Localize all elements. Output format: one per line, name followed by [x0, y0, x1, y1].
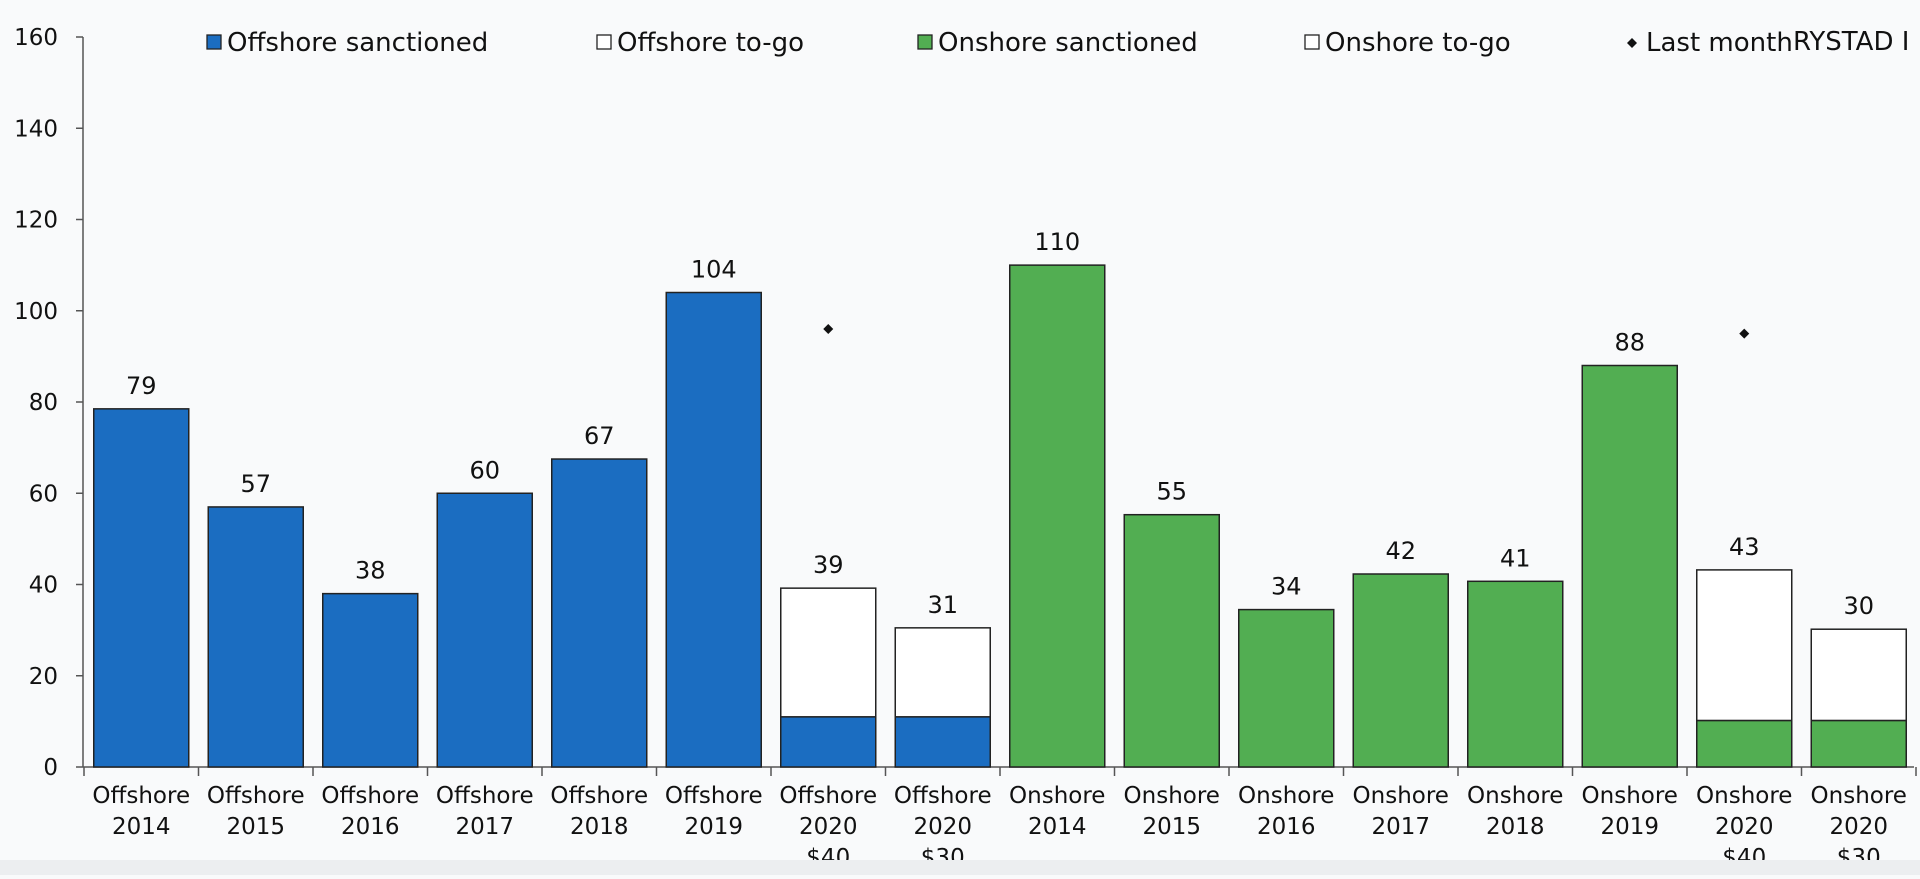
onshore-to-go-bar	[1696, 569, 1793, 722]
offshore-sanctioned-bar	[665, 291, 762, 768]
onshore-to-go-bar	[1810, 628, 1907, 722]
offshore-to-go-bar	[894, 627, 991, 718]
x-tick-label: 2014	[112, 814, 171, 840]
offshore-to-go-bar	[780, 587, 877, 718]
onshore-sanctioned-bar	[1238, 608, 1335, 768]
x-tick-label: Onshore	[1353, 783, 1449, 809]
onshore-sanctioned-bar	[1467, 580, 1564, 768]
y-tick-label: 20	[29, 664, 58, 690]
legend-label-onshore-sanctioned: Onshore sanctioned	[938, 28, 1198, 58]
data-label: 38	[355, 557, 386, 585]
x-tick-label: 2018	[570, 814, 629, 840]
bottom-strip	[0, 860, 1920, 875]
y-tick-label: 80	[29, 390, 58, 416]
legend-label-offshore-to-go: Offshore to-go	[617, 28, 804, 58]
x-tick-label: Offshore	[207, 783, 305, 809]
x-tick-label: Offshore	[436, 783, 534, 809]
x-tick-label: 2017	[455, 814, 514, 840]
offshore-sanctioned-bar	[436, 492, 533, 768]
x-tick-label: 2016	[341, 814, 400, 840]
x-tick-label: Offshore	[894, 783, 992, 809]
y-tick-label: 120	[14, 208, 58, 234]
watermark-text: RYSTAD I	[1793, 27, 1909, 57]
y-tick-label: 60	[29, 481, 58, 507]
x-tick-label: Offshore	[321, 783, 419, 809]
x-tick-label: 2018	[1486, 814, 1545, 840]
legend-label-last-month: Last month	[1646, 28, 1793, 58]
last-month-marker	[823, 324, 834, 334]
y-tick-label: 160	[14, 25, 58, 51]
offshore-sanctioned-bar	[894, 716, 991, 768]
data-label: 34	[1271, 573, 1302, 601]
data-label: 110	[1034, 228, 1080, 256]
onshore-sanctioned-bar	[1581, 364, 1678, 768]
y-tick-label: 100	[14, 299, 58, 325]
x-tick-label: 2020	[799, 814, 858, 840]
legend-swatch-onshore-to-go	[1304, 34, 1320, 50]
onshore-sanctioned-bar	[1810, 719, 1907, 768]
x-tick-label: 2020	[1715, 814, 1774, 840]
x-tick-label: Onshore	[1124, 783, 1220, 809]
x-tick-label: 2020	[913, 814, 972, 840]
x-tick-label: Onshore	[1582, 783, 1678, 809]
legend-swatch-offshore-sanctioned	[206, 34, 222, 50]
data-label: 43	[1729, 533, 1760, 561]
x-tick-label: 2016	[1257, 814, 1316, 840]
legend-label-offshore-sanctioned: Offshore sanctioned	[227, 28, 488, 58]
data-label: 57	[240, 470, 271, 498]
y-tick-label: 40	[29, 573, 58, 599]
x-tick-label: Offshore	[665, 783, 763, 809]
x-tick-label: Onshore	[1238, 783, 1334, 809]
data-label: 30	[1843, 592, 1874, 620]
onshore-sanctioned-bar	[1123, 513, 1220, 768]
data-label: 88	[1614, 329, 1645, 357]
x-tick-label: Onshore	[1811, 783, 1907, 809]
last-month-marker	[1739, 328, 1750, 339]
data-label: 79	[126, 372, 157, 400]
offshore-sanctioned-bar	[780, 716, 877, 768]
offshore-sanctioned-bar	[551, 458, 648, 768]
onshore-sanctioned-bar	[1352, 573, 1449, 768]
x-tick-label: 2015	[1142, 814, 1201, 840]
legend-label-onshore-to-go: Onshore to-go	[1325, 28, 1511, 58]
x-tick-label: Onshore	[1467, 783, 1563, 809]
x-tick-label: 2019	[684, 814, 743, 840]
data-label: 31	[927, 591, 958, 619]
legend-swatch-offshore-to-go	[596, 34, 612, 50]
legend-swatch-onshore-sanctioned	[917, 34, 933, 50]
data-label: 104	[691, 256, 737, 284]
data-label: 42	[1385, 537, 1416, 565]
offshore-sanctioned-bar	[207, 506, 304, 768]
x-tick-label: Offshore	[92, 783, 190, 809]
x-tick-label: 2020	[1829, 814, 1888, 840]
x-tick-label: 2019	[1600, 814, 1659, 840]
data-label: 39	[813, 551, 844, 579]
x-tick-label: Offshore	[550, 783, 648, 809]
y-tick-label: 0	[43, 755, 58, 781]
x-tick-label: Offshore	[779, 783, 877, 809]
x-tick-label: 2015	[226, 814, 285, 840]
onshore-sanctioned-bar	[1696, 719, 1793, 768]
y-tick-label: 140	[14, 116, 58, 142]
offshore-sanctioned-bar	[322, 592, 419, 768]
data-label: 41	[1500, 544, 1531, 572]
x-tick-label: Onshore	[1009, 783, 1105, 809]
x-tick-label: 2017	[1371, 814, 1430, 840]
offshore-sanctioned-bar	[93, 408, 190, 768]
x-tick-label: 2014	[1028, 814, 1087, 840]
data-label: 60	[469, 456, 500, 484]
data-label: 55	[1156, 478, 1187, 506]
x-tick-label: Onshore	[1696, 783, 1792, 809]
legend-swatch-last-month	[1627, 38, 1637, 48]
onshore-sanctioned-bar	[1009, 264, 1106, 768]
data-label: 67	[584, 422, 615, 450]
